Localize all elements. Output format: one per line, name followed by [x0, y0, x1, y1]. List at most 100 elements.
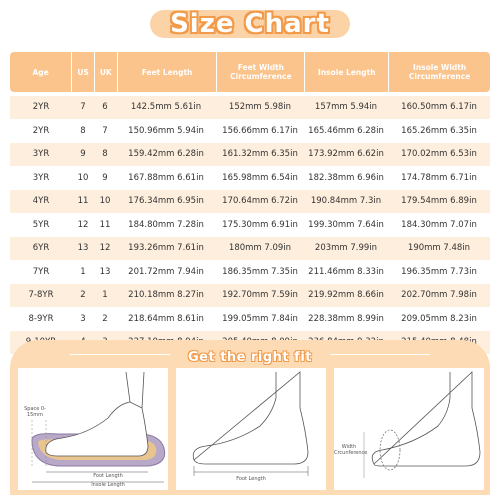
cell-age: 6YR	[32, 243, 50, 254]
cell-insole-width: 202.70mm 7.98in	[401, 290, 477, 301]
divider-right	[330, 354, 430, 355]
header-feet-length: Feet Length	[118, 52, 218, 92]
cell-feet-width: 180mm 7.09in	[228, 243, 292, 254]
cell-feet-width: 175.30mm 6.91in	[222, 219, 298, 230]
cell-feet-length: 218.64mm 8.61in	[128, 313, 204, 324]
foot-side-illustration	[192, 371, 309, 476]
cell-us: 7	[80, 102, 86, 113]
cell-uk: 2	[102, 313, 108, 324]
cell-us: 8	[80, 125, 86, 136]
cell-age: 8-9YR	[28, 313, 54, 324]
cell-age: 2YR	[32, 102, 50, 113]
foot-length-label-2: Foot Length	[236, 476, 266, 482]
cell-feet-width: 156.66mm 6.17in	[222, 125, 298, 136]
cell-feet-length: 210.18mm 8.27in	[128, 290, 204, 301]
cell-age: 2YR	[32, 125, 50, 136]
table-body: 2YR 7 6 142.5mm 5.61in 152mm 5.98in 157mm 5.9…	[10, 96, 490, 354]
cell-insole-length: 211.46mm 8.33in	[308, 266, 384, 277]
table-row: 4YR 11 10 176.34mm 6.95in 170.64mm 6.72in 190…	[10, 190, 490, 213]
table-row: 8-9YR 3 2 218.64mm 8.61in 199.05mm 7.84in 228…	[10, 307, 490, 330]
cell-age: 4YR	[32, 196, 50, 207]
fit-panel-insole: Space 0-15mm Foot Length Insole Length	[18, 368, 168, 490]
header-us: US	[72, 52, 95, 92]
table-row: 2YR 7 6 142.5mm 5.61in 152mm 5.98in 157mm 5.9…	[10, 96, 490, 119]
cell-us: 2	[80, 290, 86, 301]
cell-us: 10	[77, 172, 89, 183]
cell-feet-length: 159.42mm 6.28in	[128, 149, 204, 160]
cell-insole-width: 209.05mm 8.23in	[401, 313, 477, 324]
cell-us: 12	[77, 219, 89, 230]
cell-feet-length: 193.26mm 7.61in	[128, 243, 204, 254]
cell-insole-length: 165.46mm 6.28in	[308, 125, 384, 136]
fit-section: Get the right fit Space 0-15mm Foot Leng…	[10, 340, 490, 495]
cell-insole-length: 190.84mm 7.3in	[310, 196, 382, 207]
cell-insole-width: 165.26mm 6.35in	[401, 125, 477, 136]
cell-feet-width: 170.64mm 6.72in	[222, 196, 298, 207]
cell-feet-width: 199.05mm 7.84in	[222, 313, 298, 324]
fit-panel-foot-length: Foot Length	[176, 368, 326, 490]
cell-us: 9	[80, 149, 86, 160]
cell-feet-width: 165.98mm 6.54in	[222, 172, 298, 183]
header-insole-width: Insole Width Circumference	[408, 63, 471, 81]
cell-uk: 10	[99, 196, 111, 207]
cell-insole-length: 173.92mm 6.62in	[308, 149, 384, 160]
cell-feet-length: 150.96mm 5.94in	[128, 125, 204, 136]
header-feet-width: Feet Width Circumference	[217, 52, 306, 92]
cell-age: 3YR	[32, 149, 50, 160]
cell-uk: 13	[99, 266, 111, 277]
cell-insole-width: 179.54mm 6.89in	[401, 196, 477, 207]
cell-us: 1	[80, 266, 86, 277]
divider-left	[70, 354, 170, 355]
cell-insole-width: 170.02mm 6.53in	[401, 149, 477, 160]
cell-uk: 11	[99, 219, 111, 230]
title-banner: Size Chart	[0, 6, 500, 42]
space-label: Space 0-15mm	[24, 406, 46, 418]
cell-insole-length: 199.30mm 7.64in	[308, 219, 384, 230]
cell-insole-length: 219.92mm 8.66in	[308, 290, 384, 301]
cell-feet-width: 186.35mm 7.35in	[222, 266, 298, 277]
cell-feet-width: 161.32mm 6.35in	[222, 149, 298, 160]
foot-width-illustration	[363, 371, 481, 478]
cell-insole-length: 182.38mm 6.96in	[308, 172, 384, 183]
cell-insole-width: 174.78mm 6.71in	[401, 172, 477, 183]
table-row: 7YR 1 13 201.72mm 7.94in 186.35mm 7.35in 211.…	[10, 260, 490, 283]
cell-uk: 8	[102, 149, 108, 160]
fit-title: Get the right fit	[187, 350, 313, 365]
cell-uk: 9	[102, 172, 108, 183]
cell-insole-length: 203mm 7.99in	[314, 243, 378, 254]
cell-uk: 6	[102, 102, 108, 113]
cell-age: 7-8YR	[28, 290, 54, 301]
fit-heading: Get the right fit	[10, 346, 490, 365]
cell-feet-length: 167.88mm 6.61in	[128, 172, 204, 183]
insole-length-label: Insole Length	[91, 482, 125, 488]
cell-feet-length: 184.80mm 7.28in	[128, 219, 204, 230]
cell-insole-width: 184.30mm 7.07in	[401, 219, 477, 230]
table-row: 6YR 13 12 193.26mm 7.61in 180mm 7.09in 203mm …	[10, 237, 490, 260]
width-circumference-label: Width Crcunference	[334, 444, 368, 456]
cell-uk: 7	[102, 125, 108, 136]
cell-insole-width: 190mm 7.48in	[407, 243, 471, 254]
size-table: Age US UK Feet Length Feet Width Circumf…	[10, 52, 490, 355]
page-title: Size Chart	[170, 9, 330, 39]
cell-uk: 12	[99, 243, 111, 254]
cell-age: 7YR	[32, 266, 50, 277]
cell-insole-length: 228.38mm 8.99in	[308, 313, 384, 324]
cell-insole-length: 157mm 5.94in	[314, 102, 378, 113]
cell-feet-width: 152mm 5.98in	[228, 102, 292, 113]
cell-feet-length: 201.72mm 7.94in	[128, 266, 204, 277]
cell-feet-length: 142.5mm 5.61in	[130, 102, 202, 113]
cell-us: 13	[77, 243, 89, 254]
table-row: 3YR 9 8 159.42mm 6.28in 161.32mm 6.35in 173.9…	[10, 143, 490, 166]
cell-us: 3	[80, 313, 86, 324]
table-header: Age US UK Feet Length Feet Width Circumf…	[10, 52, 490, 92]
table-row: 3YR 10 9 167.88mm 6.61in 165.98mm 6.54in 182.…	[10, 166, 490, 189]
cell-feet-length: 176.34mm 6.95in	[128, 196, 204, 207]
table-row: 5YR 12 11 184.80mm 7.28in 175.30mm 6.91in 199…	[10, 213, 490, 236]
header-uk: UK	[95, 52, 118, 92]
cell-insole-width: 160.50mm 6.17in	[401, 102, 477, 113]
header-age: Age	[10, 52, 73, 92]
foot-in-shoe-illustration	[31, 371, 166, 483]
cell-age: 5YR	[32, 219, 50, 230]
cell-us: 11	[77, 196, 89, 207]
fit-panel-width: Width Crcunference	[334, 368, 484, 490]
